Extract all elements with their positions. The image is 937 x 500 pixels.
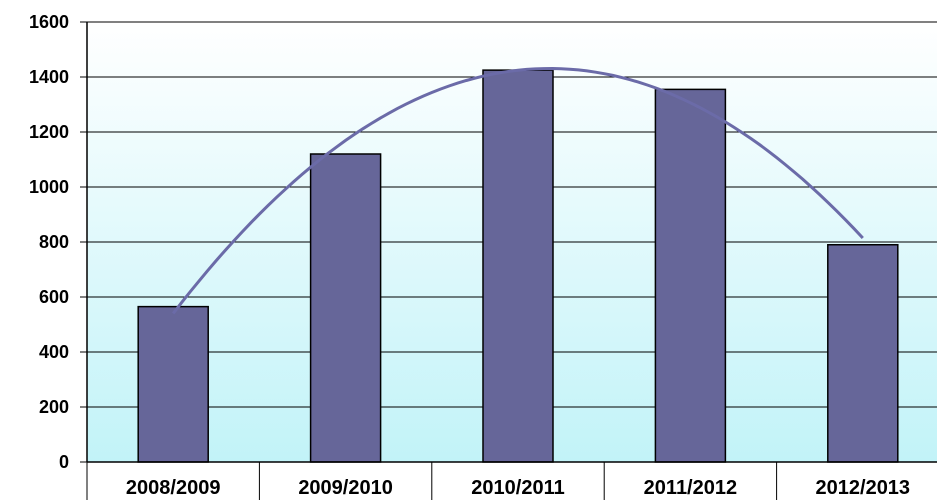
- y-tick-label: 1400: [29, 67, 69, 87]
- bars: [137, 69, 899, 463]
- y-tick-label: 800: [39, 232, 69, 252]
- y-tick-label: 1200: [29, 122, 69, 142]
- bar: [827, 244, 899, 463]
- y-tick-label: 400: [39, 342, 69, 362]
- x-axis-category-labels: 2008/2009 2009/2010 2010/2011 2011/2012 2012…: [126, 477, 910, 499]
- x-category-label: 2008/2009: [126, 477, 221, 499]
- y-axis-tick-labels: 0 200 400 600 800 1000 1200 1400 1600: [29, 12, 69, 472]
- axes: [80, 21, 937, 500]
- x-category-label: 2012/2013: [816, 477, 911, 499]
- y-tick-label: 0: [59, 452, 69, 472]
- y-tick-label: 600: [39, 287, 69, 307]
- y-tick-label: 1600: [29, 12, 69, 32]
- bar: [654, 88, 727, 463]
- bar: [137, 305, 209, 463]
- y-tick-label: 1000: [29, 177, 69, 197]
- x-category-label: 2010/2011: [471, 477, 564, 499]
- trend-line: [172, 66, 864, 315]
- x-category-label: 2011/2012: [644, 477, 737, 499]
- bar: [482, 69, 554, 463]
- x-category-label: 2009/2010: [298, 477, 393, 499]
- bar: [309, 153, 382, 463]
- y-tick-label: 200: [39, 397, 69, 417]
